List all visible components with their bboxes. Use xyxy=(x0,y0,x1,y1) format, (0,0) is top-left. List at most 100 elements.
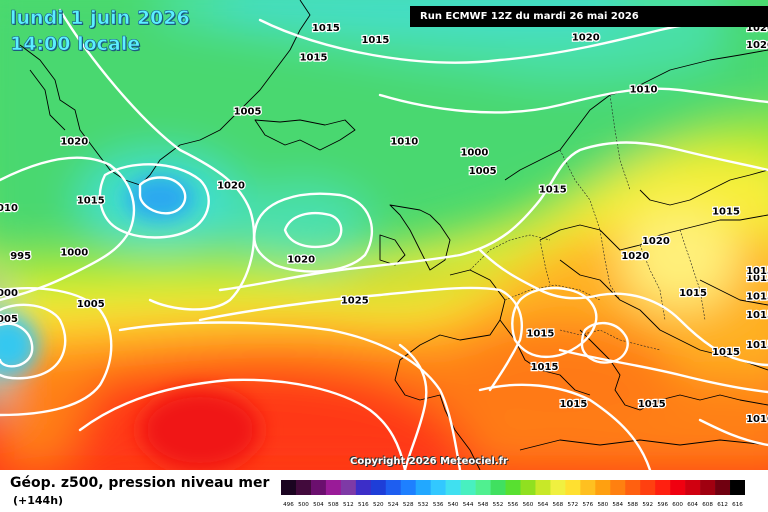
scale-label: 584 xyxy=(612,502,623,508)
scale-swatch xyxy=(505,480,521,495)
scale-label: 592 xyxy=(642,502,653,508)
isobar-label: 1020 xyxy=(642,236,670,247)
scale-label: 520 xyxy=(373,502,384,508)
lead-time: (+144h) xyxy=(13,494,64,507)
scale-label: 596 xyxy=(657,502,668,508)
scale-swatch xyxy=(610,480,626,495)
scale-label: 580 xyxy=(597,502,608,508)
scale-label: 540 xyxy=(448,502,459,508)
forecast-date: lundi 1 juin 2026 xyxy=(10,7,190,29)
scale-label: 548 xyxy=(478,502,489,508)
scale-swatch xyxy=(295,480,312,495)
scale-label: 588 xyxy=(627,502,638,508)
copyright-text: Copyright 2026 Meteociel.fr xyxy=(350,456,508,467)
scale-label: 536 xyxy=(433,502,444,508)
scale-label: 544 xyxy=(463,502,474,508)
scale-swatch xyxy=(640,480,656,495)
isobar-label: 1015 xyxy=(712,347,740,358)
isobar-label: 1015 xyxy=(746,273,768,284)
isobars xyxy=(0,8,768,470)
scale-label: 576 xyxy=(582,502,593,508)
isobar-label: 1015 xyxy=(746,266,768,277)
isobar-label: 1015 xyxy=(539,184,567,195)
scale-label: 600 xyxy=(672,502,683,508)
scale-swatch xyxy=(565,480,581,495)
scale-label: 512 xyxy=(343,502,354,508)
scale-label: 524 xyxy=(388,502,399,508)
scale-label: 564 xyxy=(538,502,549,508)
scale-label: 608 xyxy=(702,502,713,508)
isobar-label: 1015 xyxy=(361,35,389,46)
scale-swatch xyxy=(595,480,611,495)
scale-label: 508 xyxy=(328,502,339,508)
isobar-label: 1025 xyxy=(341,295,369,306)
isobar-label: 1005 xyxy=(469,166,497,177)
scale-swatch xyxy=(475,480,491,495)
isobar-label: 1015 xyxy=(300,53,328,64)
scale-swatch xyxy=(340,480,357,495)
scale-swatch xyxy=(460,480,476,495)
forecast-time: 14:00 locale xyxy=(10,33,141,56)
product-title: Géop. z500, pression niveau mer xyxy=(10,475,270,491)
scale-swatch xyxy=(415,480,431,495)
isobar-label: 1020 xyxy=(746,40,768,51)
scale-swatch xyxy=(325,480,342,495)
isobar-label: 1015 xyxy=(638,399,666,410)
isobar-label: 1015 xyxy=(746,292,768,303)
scale-swatch xyxy=(385,480,402,495)
isobar-label: 1015 xyxy=(526,329,554,340)
scale-label: 516 xyxy=(358,502,369,508)
scale-swatch xyxy=(655,480,671,495)
isobar-labels: 1015101510151020102010201010100510101000… xyxy=(0,22,768,426)
isobar-label: 1000 xyxy=(0,288,18,299)
isobar-label: 1000 xyxy=(60,247,88,258)
scale-swatch xyxy=(445,480,461,495)
scale-swatch xyxy=(550,480,566,495)
isobar-label: 1005 xyxy=(77,299,105,310)
weather-map: 1015101510151020102010201010100510101000… xyxy=(0,0,768,470)
scale-label: 496 xyxy=(283,502,294,508)
isobar-label: 1010 xyxy=(390,136,418,147)
scale-swatch xyxy=(535,480,551,495)
scale-label: 528 xyxy=(403,502,414,508)
isobar-label: 1020 xyxy=(621,251,649,262)
isobar-label: 1000 xyxy=(460,147,488,158)
scale-swatch xyxy=(520,480,536,495)
isobar-label: 1015 xyxy=(531,362,559,373)
scale-label: 500 xyxy=(298,502,309,508)
scale-swatch xyxy=(625,480,641,495)
isobar-label: 1020 xyxy=(60,136,88,147)
scale-swatch xyxy=(281,480,297,495)
isobar-label: 1015 xyxy=(312,23,340,34)
color-scale: 496 500 504 508 512 516 520 524 528 532 536 540 544 5… xyxy=(281,480,745,508)
scale-label: 532 xyxy=(418,502,429,508)
isobar-label: 1015 xyxy=(559,399,587,410)
scale-swatch xyxy=(580,480,596,495)
isobar-label: 1005 xyxy=(234,107,262,118)
isobar-label: 1010 xyxy=(630,85,658,96)
scale-swatch xyxy=(670,480,686,495)
scale-label: 556 xyxy=(508,502,519,508)
isobar-label: 995 xyxy=(10,251,31,262)
scale-swatch xyxy=(685,480,701,495)
isobar-label: 1015 xyxy=(679,288,707,299)
scale-label: 616 xyxy=(732,502,743,508)
isobar-label: 1020 xyxy=(217,181,245,192)
scale-label: 504 xyxy=(313,502,324,508)
scale-label: 560 xyxy=(523,502,534,508)
scale-swatch xyxy=(700,480,716,495)
scale-swatch xyxy=(430,480,446,495)
scale-swatch xyxy=(490,480,506,495)
isobar-label: 1005 xyxy=(0,314,18,325)
scale-swatch xyxy=(370,480,387,495)
isobar-label: 1020 xyxy=(572,33,600,44)
isobar-label: 1015 xyxy=(77,196,105,207)
scale-label: 568 xyxy=(553,502,564,508)
scale-swatch xyxy=(715,480,731,495)
scale-swatch xyxy=(400,480,417,495)
scale-label: 552 xyxy=(493,502,504,508)
scale-swatch xyxy=(310,480,327,495)
scale-label: 572 xyxy=(568,502,579,508)
model-run-banner: Run ECMWF 12Z du mardi 26 mai 2026 xyxy=(410,6,768,27)
isobar-label: 1020 xyxy=(287,255,315,266)
